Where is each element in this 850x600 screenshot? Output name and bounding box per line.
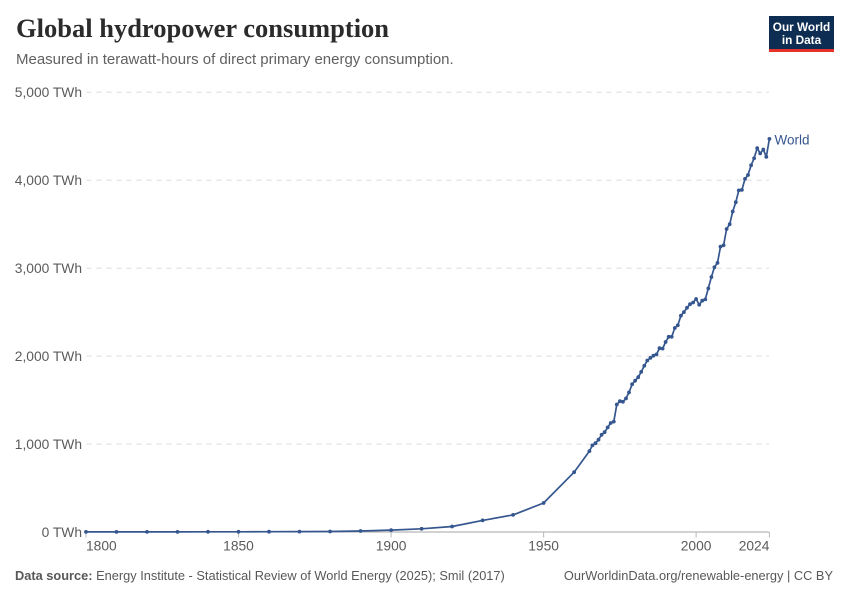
svg-text:1950: 1950 bbox=[528, 539, 559, 554]
svg-text:2000: 2000 bbox=[681, 539, 712, 554]
svg-text:1800: 1800 bbox=[86, 539, 117, 554]
svg-text:World: World bbox=[775, 133, 810, 148]
svg-text:1,000 TWh: 1,000 TWh bbox=[15, 437, 82, 452]
svg-text:5,000 TWh: 5,000 TWh bbox=[15, 85, 82, 100]
svg-text:1850: 1850 bbox=[223, 539, 254, 554]
svg-text:4,000 TWh: 4,000 TWh bbox=[15, 173, 82, 188]
svg-text:2,000 TWh: 2,000 TWh bbox=[15, 349, 82, 364]
svg-text:0 TWh: 0 TWh bbox=[42, 525, 82, 540]
svg-text:2024: 2024 bbox=[739, 539, 770, 554]
svg-text:3,000 TWh: 3,000 TWh bbox=[15, 261, 82, 276]
svg-text:1900: 1900 bbox=[376, 539, 407, 554]
